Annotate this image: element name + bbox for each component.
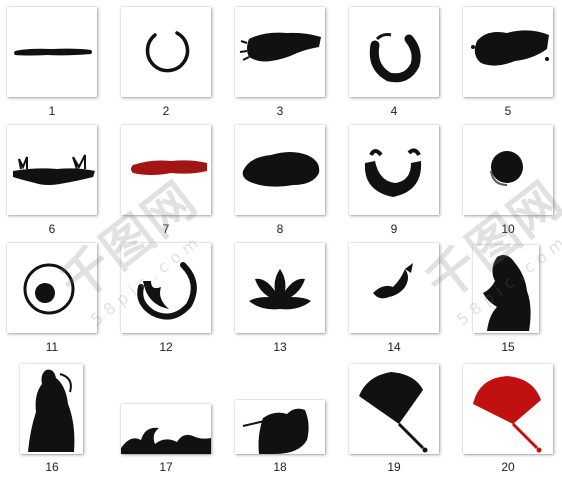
red-stroke-thumbnail[interactable] — [121, 125, 211, 215]
warrior-thumbnail[interactable] — [235, 400, 325, 454]
item-number: 19 — [387, 460, 401, 474]
item-number: 16 — [45, 460, 59, 474]
item-number: 17 — [159, 460, 173, 474]
enso-thumbnail[interactable] — [121, 7, 211, 97]
koi-fish-silhouette-icon — [373, 263, 413, 299]
enso-circle-icon — [145, 31, 190, 73]
swirl-ink-circle-icon — [137, 262, 197, 320]
ink-splatter-smear-icon — [471, 30, 549, 66]
item-number: 2 — [162, 104, 170, 118]
item-number: 20 — [501, 460, 515, 474]
figure-silhouette-icon — [483, 255, 531, 331]
ink-circle-with-ball-icon — [23, 263, 75, 315]
lotus-thumbnail[interactable] — [235, 243, 325, 333]
wave-silhouette-icon — [121, 427, 211, 454]
item-number: 15 — [501, 340, 515, 354]
red-brush-stroke-icon — [131, 160, 207, 175]
swirl-circle-thumbnail[interactable] — [121, 243, 211, 333]
item-number: 5 — [504, 104, 512, 118]
item-number: 18 — [273, 460, 287, 474]
horizontal-brush-stroke-icon — [14, 48, 92, 56]
item-number: 4 — [390, 104, 398, 118]
grassy-ink-ground-icon — [13, 154, 95, 185]
dry-brush-thumbnail[interactable] — [235, 7, 325, 97]
item-number: 7 — [162, 222, 170, 236]
item-number: 11 — [45, 340, 59, 354]
ink-bowl-thumbnail[interactable] — [349, 125, 439, 215]
item-number: 9 — [390, 222, 398, 236]
ink-circle-ball-thumbnail[interactable] — [7, 243, 97, 333]
ink-cloud-blot-icon — [242, 152, 320, 187]
warrior-silhouette-icon — [242, 408, 309, 454]
ink-bowl-arc-icon — [364, 148, 422, 197]
ink-ball-thumbnail[interactable] — [463, 125, 553, 215]
ink-cloud-thumbnail[interactable] — [235, 125, 325, 215]
item-number: 3 — [276, 104, 284, 118]
grassy-ink-thumbnail[interactable] — [7, 125, 97, 215]
item-number: 8 — [276, 222, 284, 236]
robed-figure-thumbnail[interactable] — [20, 364, 83, 454]
open-ink-circle-icon — [369, 33, 421, 83]
folding-fan-black-icon — [359, 372, 428, 453]
figure-thumbnail[interactable] — [473, 245, 539, 333]
ink-ball-icon — [490, 151, 523, 186]
item-number: 1 — [48, 104, 56, 118]
dry-brush-smear-icon — [239, 32, 321, 62]
item-number: 12 — [159, 340, 173, 354]
item-number: 10 — [501, 222, 515, 236]
wave-thumbnail[interactable] — [121, 404, 211, 454]
item-number: 14 — [387, 340, 401, 354]
koi-thumbnail[interactable] — [349, 243, 439, 333]
ink-splatter-thumbnail[interactable] — [463, 7, 553, 97]
red-fan-thumbnail[interactable] — [463, 364, 553, 454]
robed-figure-silhouette-icon — [28, 369, 75, 452]
item-number: 6 — [48, 222, 56, 236]
lotus-silhouette-icon — [249, 269, 311, 310]
folding-fan-red-icon — [473, 376, 542, 453]
ink-circle-thumbnail[interactable] — [349, 7, 439, 97]
item-number: 13 — [273, 340, 287, 354]
black-fan-thumbnail[interactable] — [349, 364, 439, 454]
brush-stroke-thumbnail[interactable] — [7, 7, 97, 97]
